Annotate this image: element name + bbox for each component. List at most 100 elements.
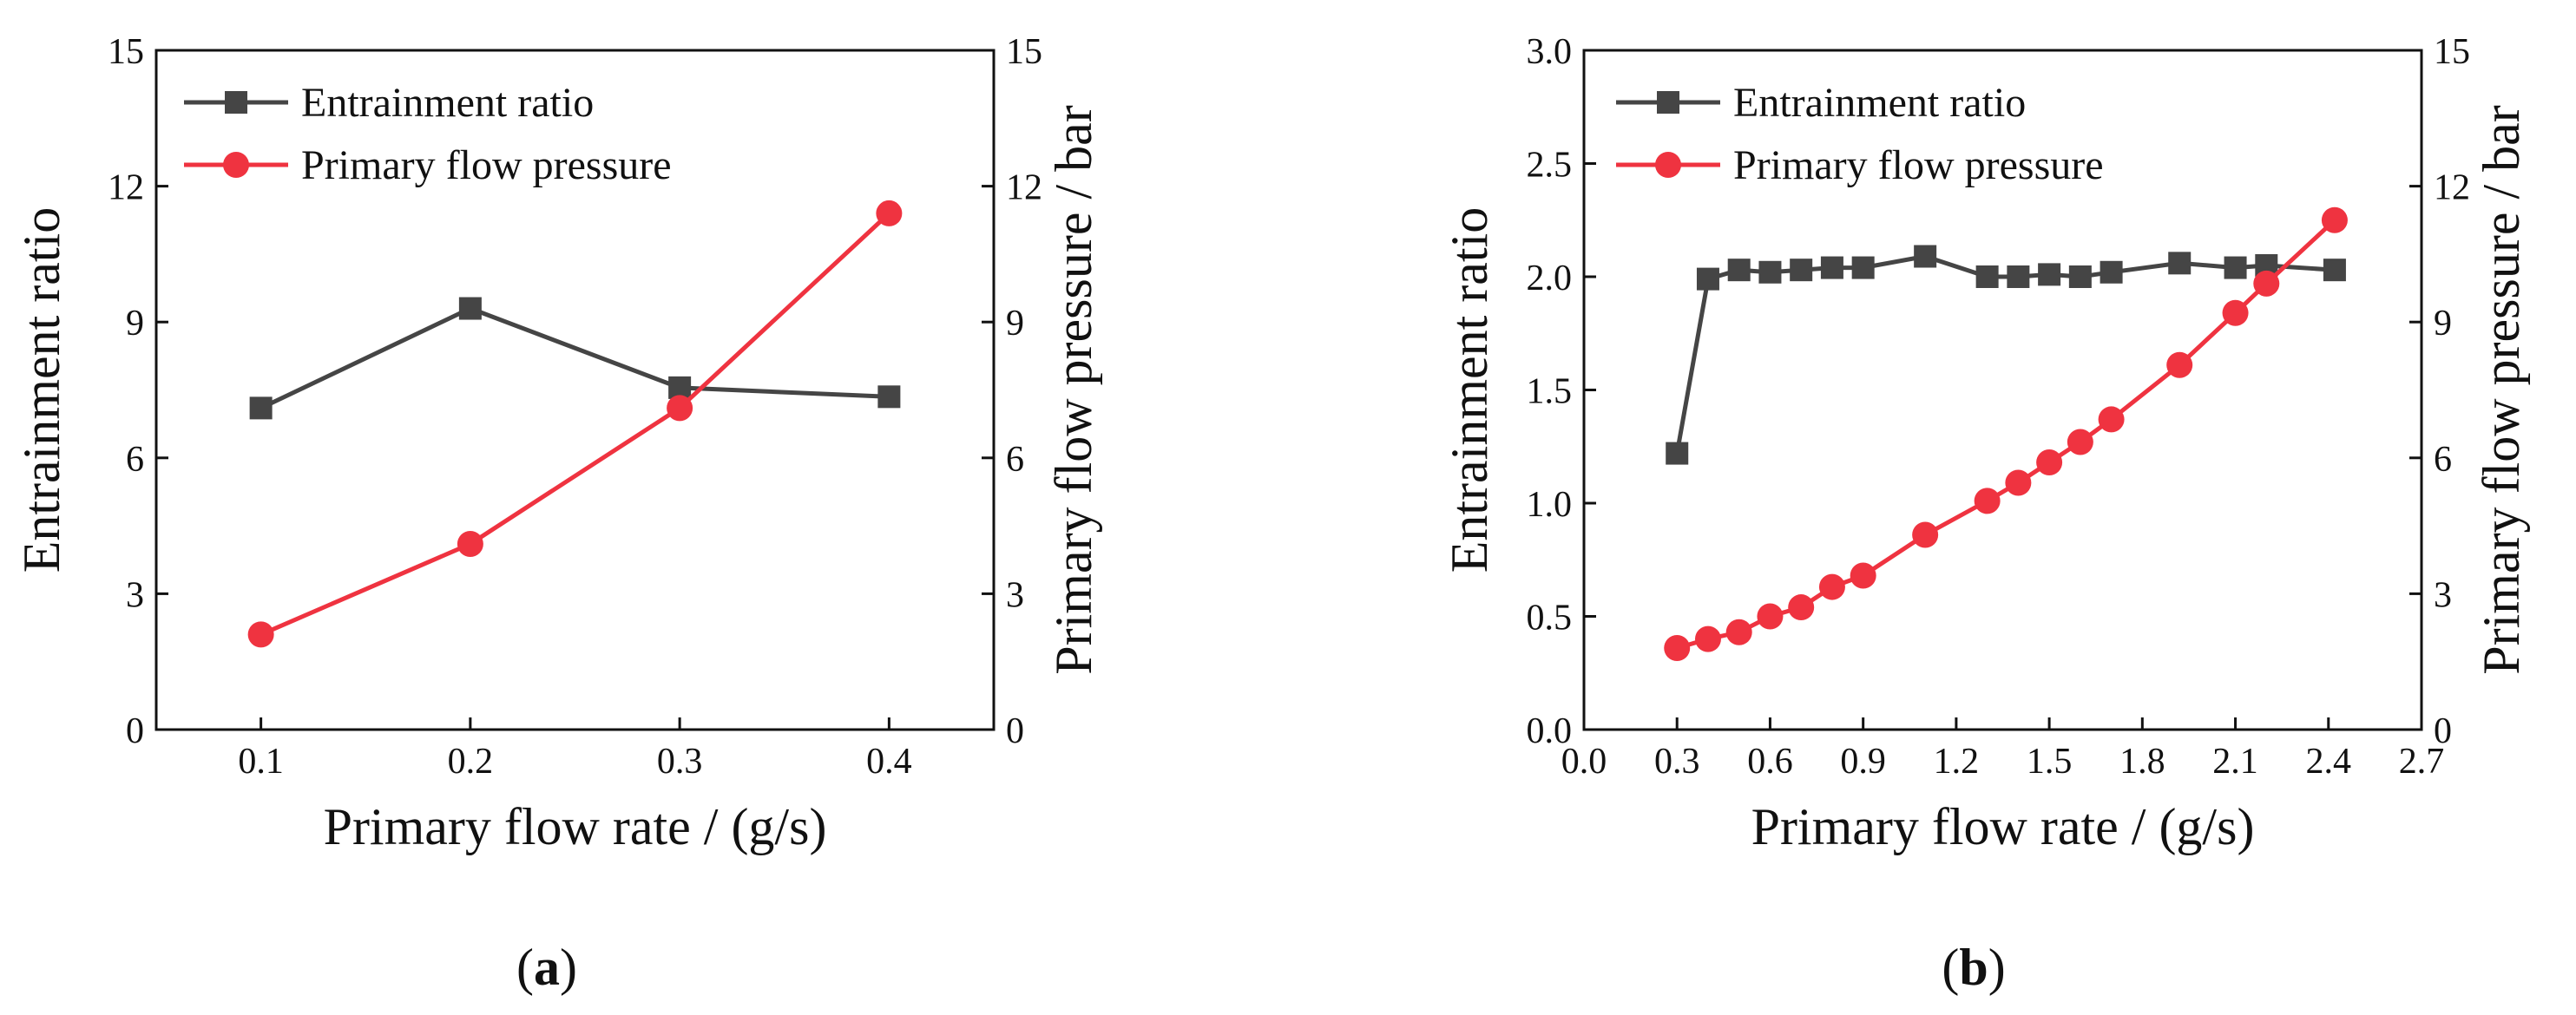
- x-tick-label: 0.4: [866, 742, 912, 782]
- panel-label-close-paren: ): [560, 939, 577, 996]
- series-entrainment-ratio: [249, 297, 901, 420]
- legend-marker-square: [225, 91, 247, 114]
- y2-tick-label: 12: [2434, 168, 2470, 208]
- y-tick-label: 3.0: [1527, 32, 1573, 72]
- x-tick-label: 0.2: [448, 742, 494, 782]
- x-tick-label: 1.8: [2119, 742, 2165, 782]
- data-point-circle: [2222, 299, 2249, 326]
- data-point-square: [1696, 267, 1719, 291]
- y-tick-label: 6: [126, 440, 144, 480]
- data-point-circle: [1757, 603, 1784, 630]
- panel-label-letter: b: [1959, 939, 1988, 996]
- x-tick-label: 2.7: [2399, 742, 2445, 782]
- data-point-circle: [2321, 206, 2348, 233]
- y-tick-label: 1.5: [1527, 372, 1573, 412]
- x-tick-label: 1.5: [2027, 742, 2073, 782]
- y-tick-label: 9: [126, 304, 144, 344]
- y2-axis-label: Primary flow pressure / bar: [2473, 105, 2530, 675]
- data-point-circle: [2166, 351, 2193, 378]
- data-point-circle: [1664, 635, 1691, 662]
- y-tick-label: 0: [126, 711, 144, 751]
- data-point-circle: [2253, 270, 2280, 297]
- panel-label-open-paren: (: [1942, 939, 1959, 996]
- data-point-square: [1820, 256, 1843, 279]
- data-point-square: [2224, 256, 2247, 279]
- data-point-circle: [1694, 625, 1721, 652]
- data-point-square: [2068, 265, 2092, 288]
- data-point-square: [249, 396, 273, 420]
- y2-tick-label: 3: [2434, 575, 2452, 615]
- y-tick-label: 12: [108, 168, 144, 208]
- data-point-square: [1914, 245, 1937, 268]
- y-tick-label: 15: [108, 32, 144, 72]
- x-tick-label: 1.2: [1934, 742, 1980, 782]
- x-tick-label: 0.0: [1561, 742, 1607, 782]
- y2-tick-label: 3: [1006, 575, 1024, 615]
- y-tick-label: 2.5: [1527, 146, 1573, 186]
- x-tick-label: 2.1: [2212, 742, 2258, 782]
- data-point-circle: [1912, 521, 1939, 548]
- data-point-square: [1666, 442, 1689, 465]
- y2-tick-label: 6: [1006, 440, 1024, 480]
- series-entrainment-ratio: [1666, 245, 2346, 465]
- data-point-circle: [457, 530, 483, 557]
- data-point-circle: [1818, 573, 1845, 600]
- y-tick-label: 3: [126, 575, 144, 615]
- panel-label-close-paren: ): [1988, 939, 2006, 996]
- x-tick-label: 0.3: [1654, 742, 1700, 782]
- y2-tick-label: 0: [2434, 711, 2452, 751]
- y-tick-label: 0.5: [1527, 599, 1573, 638]
- data-point-circle: [2098, 406, 2125, 433]
- legend-marker-square: [1657, 91, 1679, 114]
- panel-label: (a): [516, 939, 577, 996]
- data-point-square: [2038, 263, 2061, 286]
- x-tick-label: 2.4: [2306, 742, 2352, 782]
- y2-tick-label: 15: [2434, 32, 2470, 72]
- data-point-circle: [1974, 488, 2001, 514]
- data-point-circle: [1725, 619, 1752, 645]
- chart-panel-b: 0.0 0.3 0.6 0.9 1.2 1.5 1.8 2.1 2.4 2.7 0.0 0.5 1.0 1…: [1441, 32, 2530, 996]
- y2-tick-label: 15: [1006, 32, 1042, 72]
- y-axis-label: Entrainment ratio: [13, 207, 70, 573]
- legend-label: Entrainment ratio: [1733, 80, 2026, 126]
- series-line: [1676, 218, 2336, 651]
- data-point-square: [2007, 265, 2030, 288]
- plot-frame: [154, 49, 996, 731]
- data-point-square: [2168, 252, 2192, 275]
- series-line: [260, 305, 890, 410]
- data-point-square: [1790, 259, 1813, 282]
- legend-marker-circle: [223, 152, 249, 178]
- data-point-circle: [1850, 562, 1876, 589]
- series-primary-flow-pressure: [1664, 206, 2348, 662]
- data-point-square: [1851, 256, 1875, 279]
- legend-label: Primary flow pressure: [301, 142, 672, 188]
- y2-tick-label: 9: [2434, 304, 2452, 344]
- data-point-circle: [876, 200, 903, 226]
- y2-axis-label: Primary flow pressure / bar: [1045, 105, 1102, 675]
- legend-label: Entrainment ratio: [301, 80, 594, 126]
- data-point-circle: [667, 395, 693, 422]
- data-point-square: [458, 297, 482, 320]
- data-point-square: [1975, 265, 1999, 288]
- y-tick-label: 1.0: [1527, 485, 1573, 525]
- data-point-circle: [2005, 469, 2032, 496]
- data-point-square: [1727, 259, 1751, 282]
- y2-tick-label: 6: [2434, 440, 2452, 480]
- panel-label: (b): [1942, 939, 2005, 996]
- panel-label-letter: a: [534, 939, 560, 996]
- data-point-circle: [2067, 429, 2093, 455]
- data-point-square: [1758, 260, 1782, 284]
- x-tick-label: 0.3: [657, 742, 703, 782]
- series-line: [1674, 253, 2336, 455]
- x-tick-label: 0.9: [1840, 742, 1886, 782]
- series-line: [260, 212, 891, 637]
- y-tick-label: 0.0: [1527, 711, 1573, 751]
- data-point-square: [2323, 259, 2346, 282]
- y-axis-label: Entrainment ratio: [1441, 207, 1498, 573]
- data-point-square: [2100, 260, 2123, 284]
- legend-marker-circle: [1655, 152, 1681, 178]
- y2-tick-label: 9: [1006, 304, 1024, 344]
- y-tick-label: 2.0: [1527, 259, 1573, 298]
